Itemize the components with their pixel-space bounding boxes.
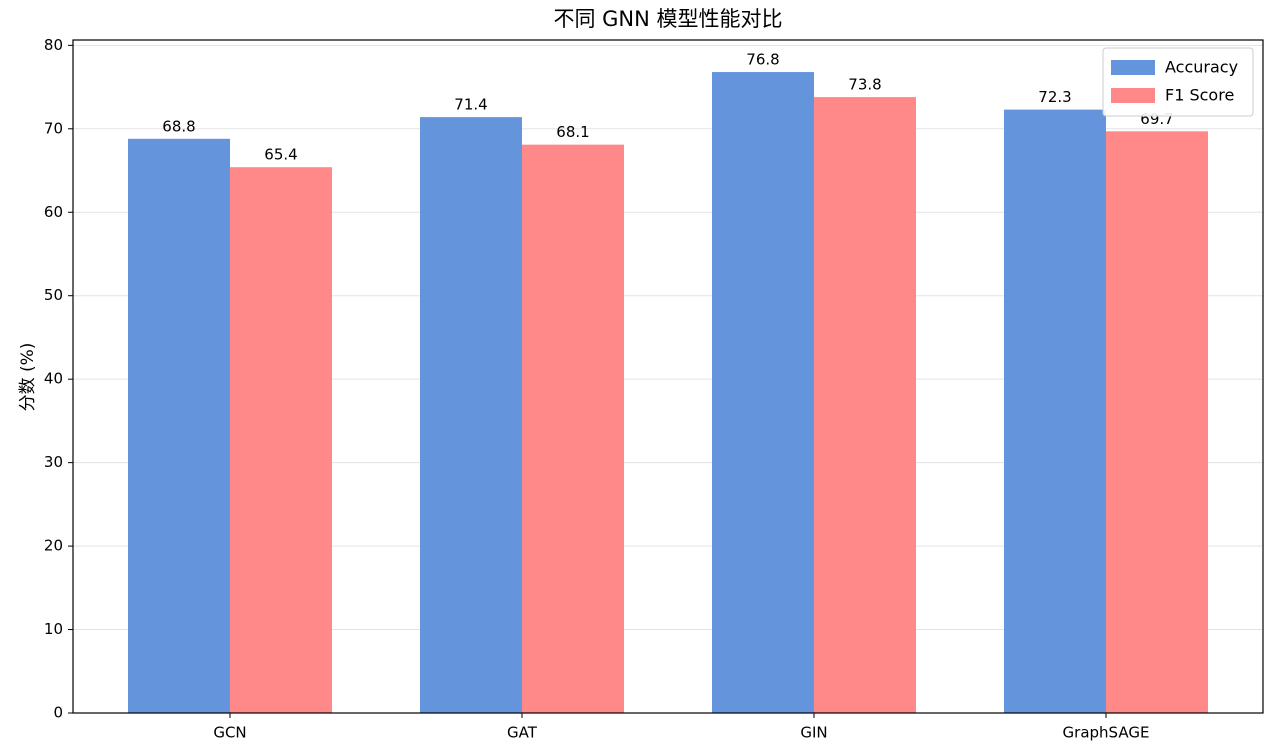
data-label: 71.4 <box>454 96 487 114</box>
x-tick-label: GraphSAGE <box>1063 724 1150 742</box>
data-label: 73.8 <box>848 76 881 94</box>
bar <box>1004 109 1106 714</box>
legend-swatch <box>1111 88 1155 103</box>
y-tick-label: 30 <box>44 453 63 471</box>
y-tick-label: 60 <box>44 203 63 221</box>
bar <box>712 72 814 714</box>
bar <box>420 117 522 714</box>
bar <box>230 167 332 714</box>
bar <box>128 138 230 714</box>
y-axis-label: 分数 (%) <box>18 343 38 412</box>
y-tick-label: 20 <box>44 537 63 555</box>
data-label: 72.3 <box>1038 88 1071 106</box>
bar <box>1106 131 1208 713</box>
chart-title: 不同 GNN 模型性能对比 <box>553 7 782 31</box>
legend-label: F1 Score <box>1165 86 1234 105</box>
legend-label: Accuracy <box>1165 58 1238 77</box>
data-label: 68.1 <box>556 123 589 141</box>
x-tick-label: GAT <box>507 724 538 742</box>
y-tick-label: 0 <box>53 704 63 722</box>
y-tick-label: 40 <box>44 370 63 388</box>
data-label: 68.8 <box>162 117 195 135</box>
y-tick-label: 70 <box>44 119 63 137</box>
data-label: 76.8 <box>746 51 779 69</box>
plot-frame <box>72 39 1264 714</box>
y-tick-label: 10 <box>44 620 63 638</box>
x-tick-label: GIN <box>800 724 827 742</box>
x-tick-label: GCN <box>213 724 246 742</box>
bar <box>522 144 624 713</box>
legend-swatch <box>1111 60 1155 75</box>
y-tick-label: 80 <box>44 36 63 54</box>
y-tick-label: 50 <box>44 286 63 304</box>
bar <box>814 97 916 713</box>
data-label: 65.4 <box>264 146 297 164</box>
